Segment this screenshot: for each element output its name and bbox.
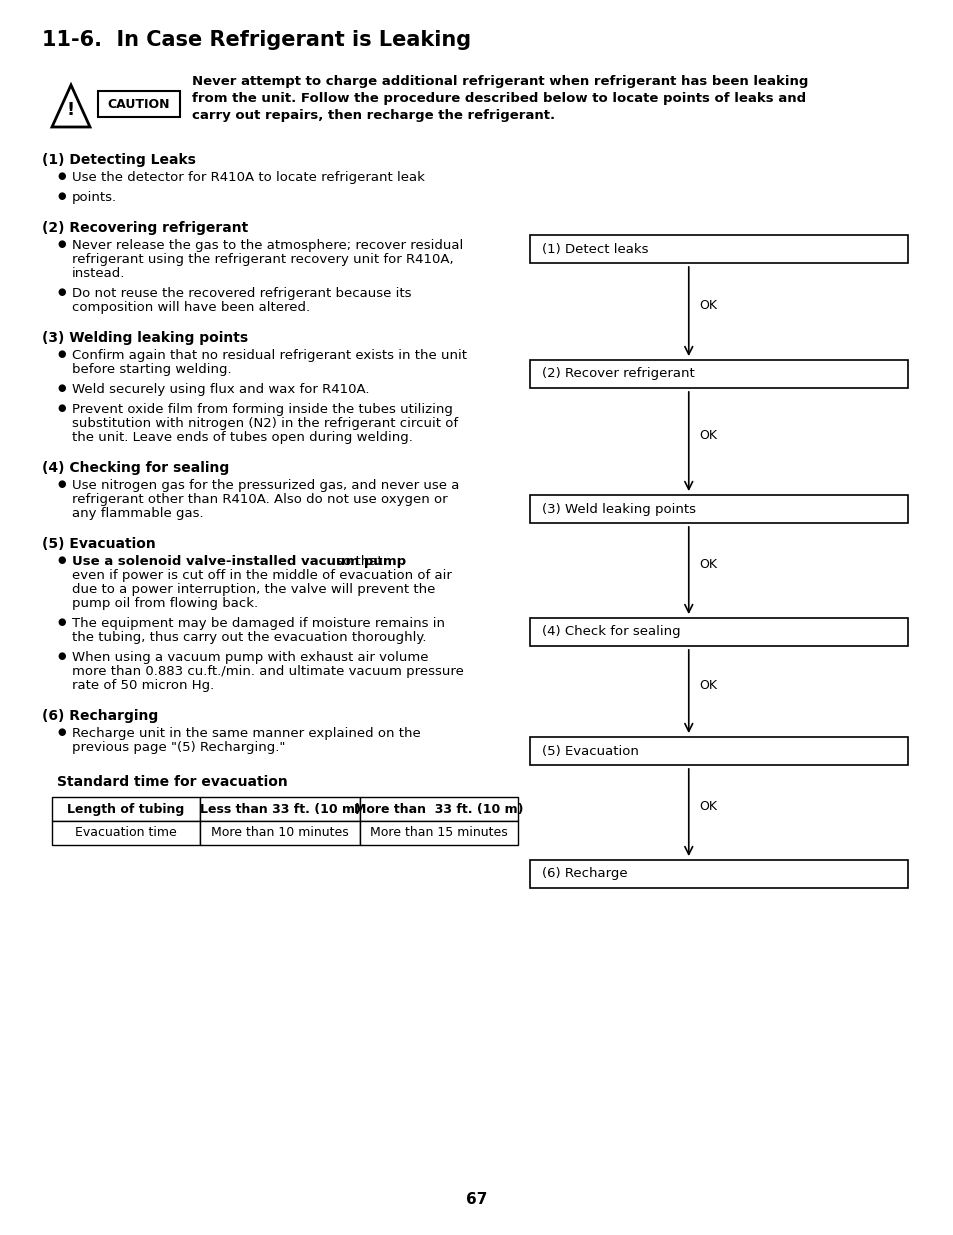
Text: ●: ● (57, 403, 66, 412)
Text: the tubing, thus carry out the evacuation thoroughly.: the tubing, thus carry out the evacuatio… (71, 631, 426, 643)
Bar (359, 821, 517, 845)
Text: so that: so that (332, 555, 382, 568)
Text: Never release the gas to the atmosphere; recover residual: Never release the gas to the atmosphere;… (71, 240, 463, 252)
Text: ●: ● (57, 479, 66, 489)
Text: Do not reuse the recovered refrigerant because its: Do not reuse the recovered refrigerant b… (71, 287, 411, 300)
Text: Use the detector for R410A to locate refrigerant leak: Use the detector for R410A to locate ref… (71, 170, 424, 184)
Text: refrigerant using the refrigerant recovery unit for R410A,: refrigerant using the refrigerant recove… (71, 253, 453, 266)
Text: Length of tubing: Length of tubing (68, 803, 185, 815)
Text: More than 15 minutes: More than 15 minutes (370, 826, 507, 840)
Text: ●: ● (57, 618, 66, 627)
Text: OK: OK (698, 800, 716, 813)
Text: Never attempt to charge additional refrigerant when refrigerant has been leaking: Never attempt to charge additional refri… (192, 75, 807, 88)
Text: ●: ● (57, 170, 66, 182)
Bar (530, 737, 907, 764)
Text: 67: 67 (466, 1192, 487, 1207)
Bar (52, 821, 200, 845)
Text: ●: ● (57, 555, 66, 564)
Text: Use a solenoid valve-installed vacuum pump: Use a solenoid valve-installed vacuum pu… (71, 555, 406, 568)
Text: ●: ● (57, 240, 66, 249)
Text: More than 10 minutes: More than 10 minutes (211, 826, 349, 840)
Text: Use nitrogen gas for the pressurized gas, and never use a: Use nitrogen gas for the pressurized gas… (71, 479, 459, 492)
Text: More than  33 ft. (10 m): More than 33 ft. (10 m) (354, 803, 523, 815)
Bar (530, 495, 907, 522)
Text: Recharge unit in the same manner explained on the: Recharge unit in the same manner explain… (71, 727, 420, 740)
Text: !: ! (67, 101, 75, 119)
Text: (2) Recovering refrigerant: (2) Recovering refrigerant (42, 221, 248, 235)
Bar (530, 359, 907, 388)
Text: from the unit. Follow the procedure described below to locate points of leaks an: from the unit. Follow the procedure desc… (192, 91, 805, 105)
Text: 11-6.  In Case Refrigerant is Leaking: 11-6. In Case Refrigerant is Leaking (42, 30, 471, 49)
Bar (200, 797, 359, 821)
Text: the unit. Leave ends of tubes open during welding.: the unit. Leave ends of tubes open durin… (71, 431, 413, 445)
Text: even if power is cut off in the middle of evacuation of air: even if power is cut off in the middle o… (71, 569, 452, 582)
Text: composition will have been altered.: composition will have been altered. (71, 301, 310, 314)
Text: (5) Evacuation: (5) Evacuation (42, 537, 155, 551)
Text: Less than 33 ft. (10 m): Less than 33 ft. (10 m) (199, 803, 360, 815)
Text: (4) Checking for sealing: (4) Checking for sealing (42, 461, 229, 475)
Text: (6) Recharging: (6) Recharging (42, 709, 158, 722)
Bar (200, 821, 359, 845)
Text: ●: ● (57, 383, 66, 393)
Text: substitution with nitrogen (N2) in the refrigerant circuit of: substitution with nitrogen (N2) in the r… (71, 417, 457, 430)
Text: (4) Check for sealing: (4) Check for sealing (541, 625, 679, 638)
Text: Standard time for evacuation: Standard time for evacuation (57, 776, 288, 789)
Text: When using a vacuum pump with exhaust air volume: When using a vacuum pump with exhaust ai… (71, 651, 428, 664)
Text: Evacuation time: Evacuation time (75, 826, 176, 840)
Bar (52, 797, 200, 821)
Text: (1) Detect leaks: (1) Detect leaks (541, 242, 648, 256)
Text: OK: OK (698, 429, 716, 442)
Text: any flammable gas.: any flammable gas. (71, 508, 203, 520)
Text: The equipment may be damaged if moisture remains in: The equipment may be damaged if moisture… (71, 618, 444, 630)
Text: OK: OK (698, 299, 716, 312)
Text: (5) Evacuation: (5) Evacuation (541, 745, 639, 757)
Text: ●: ● (57, 191, 66, 201)
Text: (2) Recover refrigerant: (2) Recover refrigerant (541, 368, 694, 380)
Text: (1) Detecting Leaks: (1) Detecting Leaks (42, 153, 195, 167)
Text: carry out repairs, then recharge the refrigerant.: carry out repairs, then recharge the ref… (192, 109, 555, 122)
Text: ●: ● (57, 651, 66, 661)
Text: ●: ● (57, 727, 66, 737)
Text: before starting welding.: before starting welding. (71, 363, 232, 375)
Text: rate of 50 micron Hg.: rate of 50 micron Hg. (71, 679, 214, 692)
Text: instead.: instead. (71, 267, 125, 280)
Text: points.: points. (71, 191, 117, 204)
Text: pump oil from flowing back.: pump oil from flowing back. (71, 597, 258, 610)
Text: Confirm again that no residual refrigerant exists in the unit: Confirm again that no residual refrigera… (71, 350, 467, 362)
Text: OK: OK (698, 679, 716, 692)
Text: Weld securely using flux and wax for R410A.: Weld securely using flux and wax for R41… (71, 383, 369, 396)
Text: OK: OK (698, 558, 716, 571)
Bar (530, 235, 907, 263)
Text: more than 0.883 cu.ft./min. and ultimate vacuum pressure: more than 0.883 cu.ft./min. and ultimate… (71, 664, 463, 678)
Text: (6) Recharge: (6) Recharge (541, 867, 627, 881)
Text: (3) Weld leaking points: (3) Weld leaking points (541, 503, 696, 515)
Bar (530, 618, 907, 646)
Text: refrigerant other than R410A. Also do not use oxygen or: refrigerant other than R410A. Also do no… (71, 493, 447, 506)
Text: previous page "(5) Recharging.": previous page "(5) Recharging." (71, 741, 285, 755)
Text: due to a power interruption, the valve will prevent the: due to a power interruption, the valve w… (71, 583, 435, 597)
Text: ●: ● (57, 287, 66, 296)
Text: CAUTION: CAUTION (108, 98, 170, 110)
Bar (530, 860, 907, 888)
Text: ●: ● (57, 350, 66, 359)
Bar (359, 797, 517, 821)
Text: Prevent oxide film from forming inside the tubes utilizing: Prevent oxide film from forming inside t… (71, 403, 453, 416)
Bar (98, 91, 180, 117)
Text: (3) Welding leaking points: (3) Welding leaking points (42, 331, 248, 345)
